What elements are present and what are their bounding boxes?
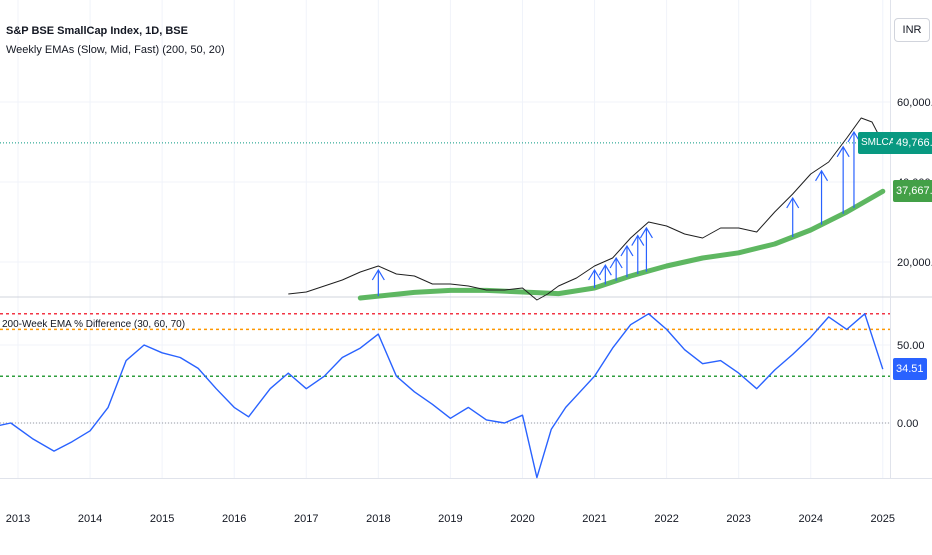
- signal-arrow: [847, 130, 861, 208]
- time-axis-label: 2016: [222, 513, 246, 525]
- price-axis-label: 20,000.00: [897, 257, 932, 269]
- time-axis-label: 2015: [150, 513, 174, 525]
- signal-arrow: [371, 268, 385, 297]
- signal-arrow-head: [836, 145, 850, 158]
- price-line: [288, 117, 884, 301]
- signal-arrow-head: [598, 264, 612, 276]
- time-axis-label: 2021: [582, 513, 606, 525]
- osc-axis-label: 50.00: [897, 340, 925, 352]
- signal-arrow-head: [639, 226, 653, 239]
- signal-arrow: [620, 244, 634, 278]
- signal-arrow-head: [847, 130, 861, 143]
- signal-arrow-head: [631, 234, 645, 246]
- price-pane: [0, 117, 890, 301]
- oscillator-line: [0, 313, 884, 479]
- signal-arrow-head: [620, 244, 634, 257]
- time-axis-label: 2017: [294, 513, 318, 525]
- axes: 20,000.0040,000.0060,000.000.0050.002013…: [6, 97, 932, 525]
- signal-arrow: [786, 196, 800, 237]
- signal-arrow: [815, 169, 829, 225]
- time-axis-label: 2022: [654, 513, 678, 525]
- signal-arrow-head: [815, 169, 829, 182]
- time-axis-label: 2023: [726, 513, 750, 525]
- indicator-legend[interactable]: Weekly EMAs (Slow, Mid, Fast) (200, 50, …: [6, 44, 225, 56]
- time-axis-label: 2024: [798, 513, 822, 525]
- time-axis-label: 2018: [366, 513, 390, 525]
- currency-button[interactable]: INR: [894, 18, 930, 42]
- price-axis-label: 60,000.00: [897, 97, 932, 109]
- time-axis-label: 2013: [6, 513, 30, 525]
- time-axis-label: 2025: [871, 513, 895, 525]
- last-price-tag: 49,766.09: [893, 131, 932, 154]
- signal-arrow: [598, 264, 612, 285]
- oscillator-legend[interactable]: 200-Week EMA % Difference (30, 60, 70): [2, 319, 186, 330]
- signal-arrow-head: [371, 268, 385, 281]
- osc-axis-label: 0.00: [897, 418, 918, 430]
- oscillator-pane: [0, 313, 890, 479]
- oscillator-value-tag: 34.51: [893, 358, 927, 381]
- signal-arrow: [609, 256, 623, 281]
- time-axis-label: 2014: [78, 513, 102, 525]
- signal-arrow-head: [609, 256, 623, 269]
- signal-arrow: [836, 145, 850, 214]
- signal-arrow: [631, 234, 645, 274]
- signal-arrow-head: [786, 196, 800, 209]
- signal-arrow-head: [588, 268, 602, 281]
- signal-arrow: [588, 268, 602, 288]
- symbol-title[interactable]: S&P BSE SmallCap Index, 1D, BSE: [6, 25, 188, 37]
- time-axis-label: 2020: [510, 513, 534, 525]
- ema-slow-line: [357, 188, 886, 301]
- signal-arrow: [639, 226, 653, 272]
- ema-value-tag: 37,667.66: [893, 180, 932, 203]
- time-axis-label: 2019: [438, 513, 462, 525]
